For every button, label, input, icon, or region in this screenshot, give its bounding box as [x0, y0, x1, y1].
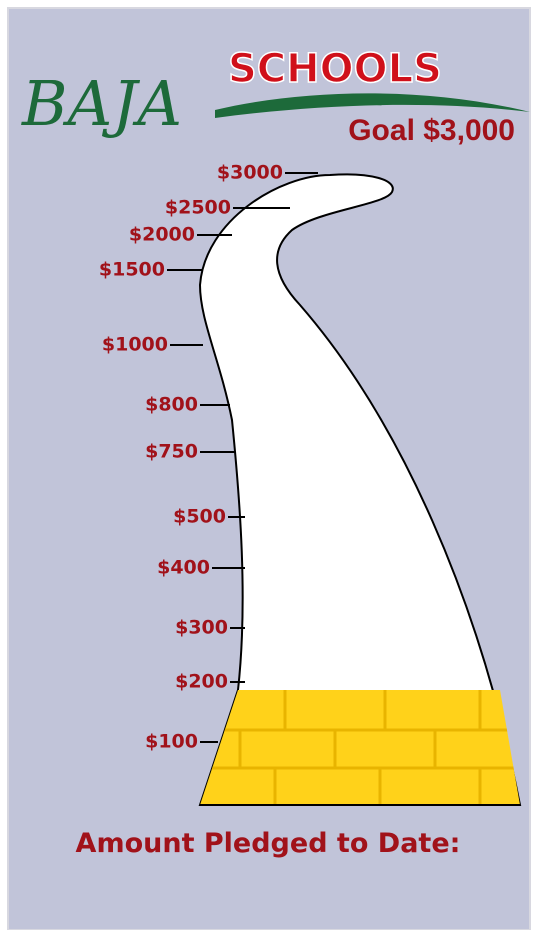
- page: BAJA SCHOOLS Goal $3,000 Amount Pledged …: [0, 0, 537, 930]
- bricks: [190, 690, 530, 806]
- tick-label: $300: [175, 617, 228, 639]
- poster: BAJA SCHOOLS Goal $3,000 Amount Pledged …: [0, 0, 537, 930]
- tick-label: $400: [157, 557, 210, 579]
- logo-left: BAJA: [21, 67, 182, 140]
- logo-right: SCHOOLS: [228, 46, 442, 92]
- tick-label: $1500: [99, 259, 165, 281]
- tick-label: $1000: [102, 334, 168, 356]
- tick-label: $3000: [217, 162, 283, 184]
- tick-label: $750: [145, 441, 198, 463]
- tick-label: $500: [173, 506, 226, 528]
- tick-label: $2000: [129, 224, 195, 246]
- footer-label: Amount Pledged to Date:: [76, 828, 461, 859]
- tick-label: $800: [145, 394, 198, 416]
- tick-label: $200: [175, 671, 228, 693]
- goal: Goal $3,000: [348, 114, 515, 147]
- tick-label: $2500: [165, 197, 231, 219]
- tick-label: $100: [145, 731, 198, 753]
